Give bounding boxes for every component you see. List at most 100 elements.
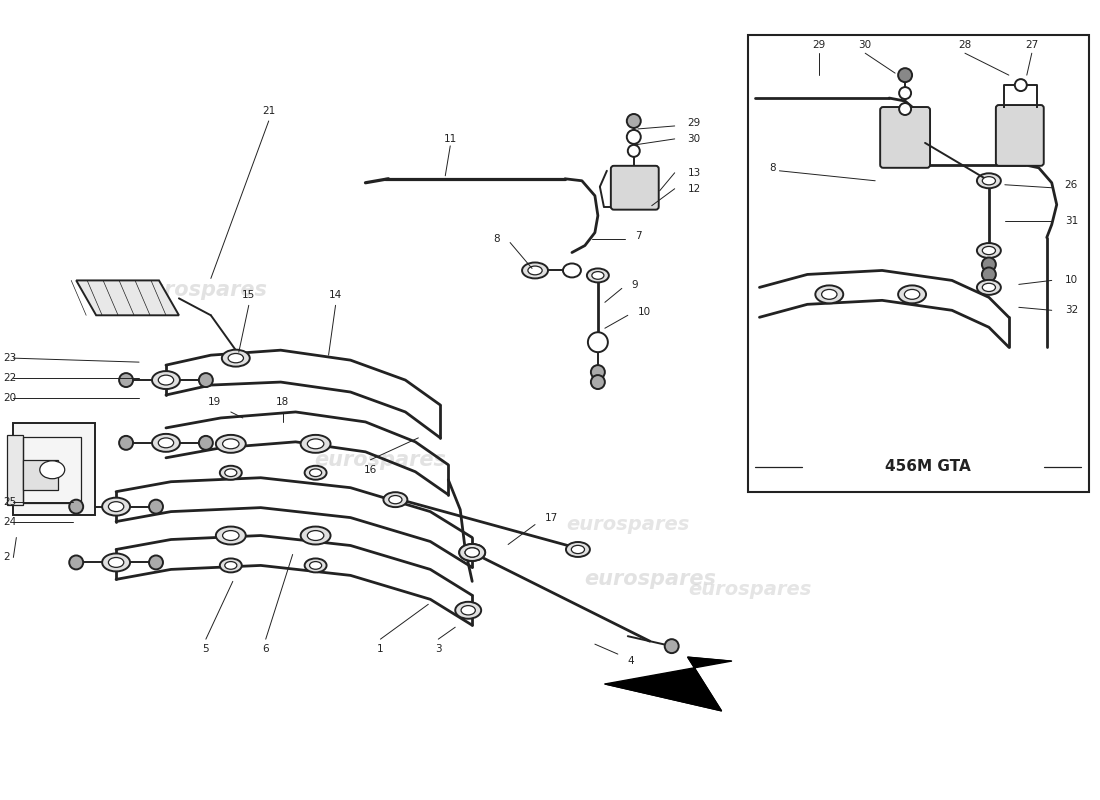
Ellipse shape (815, 286, 844, 303)
Ellipse shape (224, 469, 236, 477)
Circle shape (627, 130, 641, 144)
Text: 10: 10 (1065, 275, 1078, 286)
Circle shape (119, 436, 133, 450)
Ellipse shape (571, 546, 584, 554)
Text: 456M GTA: 456M GTA (886, 459, 971, 474)
Ellipse shape (222, 530, 239, 541)
Text: 22: 22 (3, 373, 16, 383)
Text: 9: 9 (631, 280, 638, 290)
Ellipse shape (977, 174, 1001, 188)
Ellipse shape (522, 262, 548, 278)
Text: 18: 18 (276, 397, 289, 407)
Text: 20: 20 (3, 393, 16, 403)
Bar (8, 435, 23, 505)
Ellipse shape (152, 371, 180, 389)
Circle shape (627, 114, 641, 128)
Ellipse shape (220, 558, 242, 572)
Text: eurospares: eurospares (566, 515, 690, 534)
Ellipse shape (459, 544, 485, 561)
Ellipse shape (152, 434, 180, 452)
Circle shape (199, 373, 213, 387)
Ellipse shape (528, 266, 542, 275)
Ellipse shape (982, 246, 996, 254)
Polygon shape (76, 281, 179, 315)
Ellipse shape (982, 283, 996, 291)
Ellipse shape (384, 492, 407, 507)
Circle shape (591, 375, 605, 389)
Text: 23: 23 (3, 353, 16, 363)
Text: 6: 6 (263, 644, 270, 654)
Bar (23, 437, 81, 502)
Text: 12: 12 (688, 184, 701, 194)
Text: 11: 11 (443, 134, 456, 144)
Ellipse shape (904, 290, 920, 299)
Text: 19: 19 (208, 397, 221, 407)
Ellipse shape (40, 461, 65, 478)
Text: 31: 31 (1065, 216, 1078, 226)
Ellipse shape (459, 544, 485, 561)
Circle shape (982, 267, 996, 282)
Text: 29: 29 (688, 118, 701, 128)
Ellipse shape (465, 548, 480, 557)
Ellipse shape (224, 562, 236, 570)
Ellipse shape (307, 439, 323, 449)
Ellipse shape (158, 375, 174, 385)
Ellipse shape (216, 435, 245, 453)
Ellipse shape (309, 469, 321, 477)
Bar (748, 35, 1089, 492)
Text: 24: 24 (3, 517, 16, 526)
Circle shape (119, 373, 133, 387)
Circle shape (69, 500, 84, 514)
Text: 16: 16 (364, 465, 377, 474)
Text: eurospares: eurospares (135, 280, 267, 300)
Ellipse shape (977, 280, 1001, 295)
Text: 7: 7 (635, 230, 641, 241)
Circle shape (587, 332, 608, 352)
Text: 14: 14 (329, 290, 342, 300)
Ellipse shape (222, 439, 239, 449)
Text: 3: 3 (434, 644, 441, 654)
Text: 4: 4 (628, 656, 635, 666)
Ellipse shape (455, 602, 481, 618)
Ellipse shape (216, 526, 245, 545)
Bar (23, 460, 58, 490)
Ellipse shape (300, 526, 331, 545)
Ellipse shape (102, 498, 130, 515)
Text: 28: 28 (958, 40, 971, 50)
Text: 8: 8 (769, 163, 777, 173)
Ellipse shape (587, 269, 609, 282)
Text: 5: 5 (202, 644, 209, 654)
FancyBboxPatch shape (996, 105, 1044, 166)
Text: 25: 25 (3, 497, 16, 506)
Circle shape (148, 500, 163, 514)
Ellipse shape (566, 542, 590, 557)
Text: 27: 27 (1025, 40, 1038, 50)
Circle shape (1015, 79, 1026, 91)
Ellipse shape (228, 354, 243, 363)
Text: 10: 10 (638, 307, 651, 318)
Ellipse shape (822, 290, 837, 299)
Text: 2: 2 (3, 553, 10, 562)
Text: 30: 30 (688, 134, 701, 144)
Ellipse shape (305, 558, 327, 572)
Text: 29: 29 (813, 40, 826, 50)
FancyBboxPatch shape (880, 107, 929, 168)
Circle shape (628, 145, 640, 157)
Circle shape (899, 103, 911, 115)
Ellipse shape (109, 558, 124, 567)
Circle shape (199, 436, 213, 450)
Ellipse shape (102, 554, 130, 571)
Ellipse shape (300, 435, 331, 453)
Text: 26: 26 (1065, 180, 1078, 190)
Ellipse shape (158, 438, 174, 448)
Bar (13, 423, 96, 514)
Text: eurospares: eurospares (315, 450, 447, 470)
Text: 13: 13 (688, 168, 701, 178)
Circle shape (898, 68, 912, 82)
Text: eurospares: eurospares (688, 580, 811, 599)
Circle shape (982, 258, 996, 271)
Ellipse shape (309, 562, 321, 570)
Circle shape (591, 365, 605, 379)
Ellipse shape (592, 271, 604, 279)
Ellipse shape (465, 548, 480, 557)
